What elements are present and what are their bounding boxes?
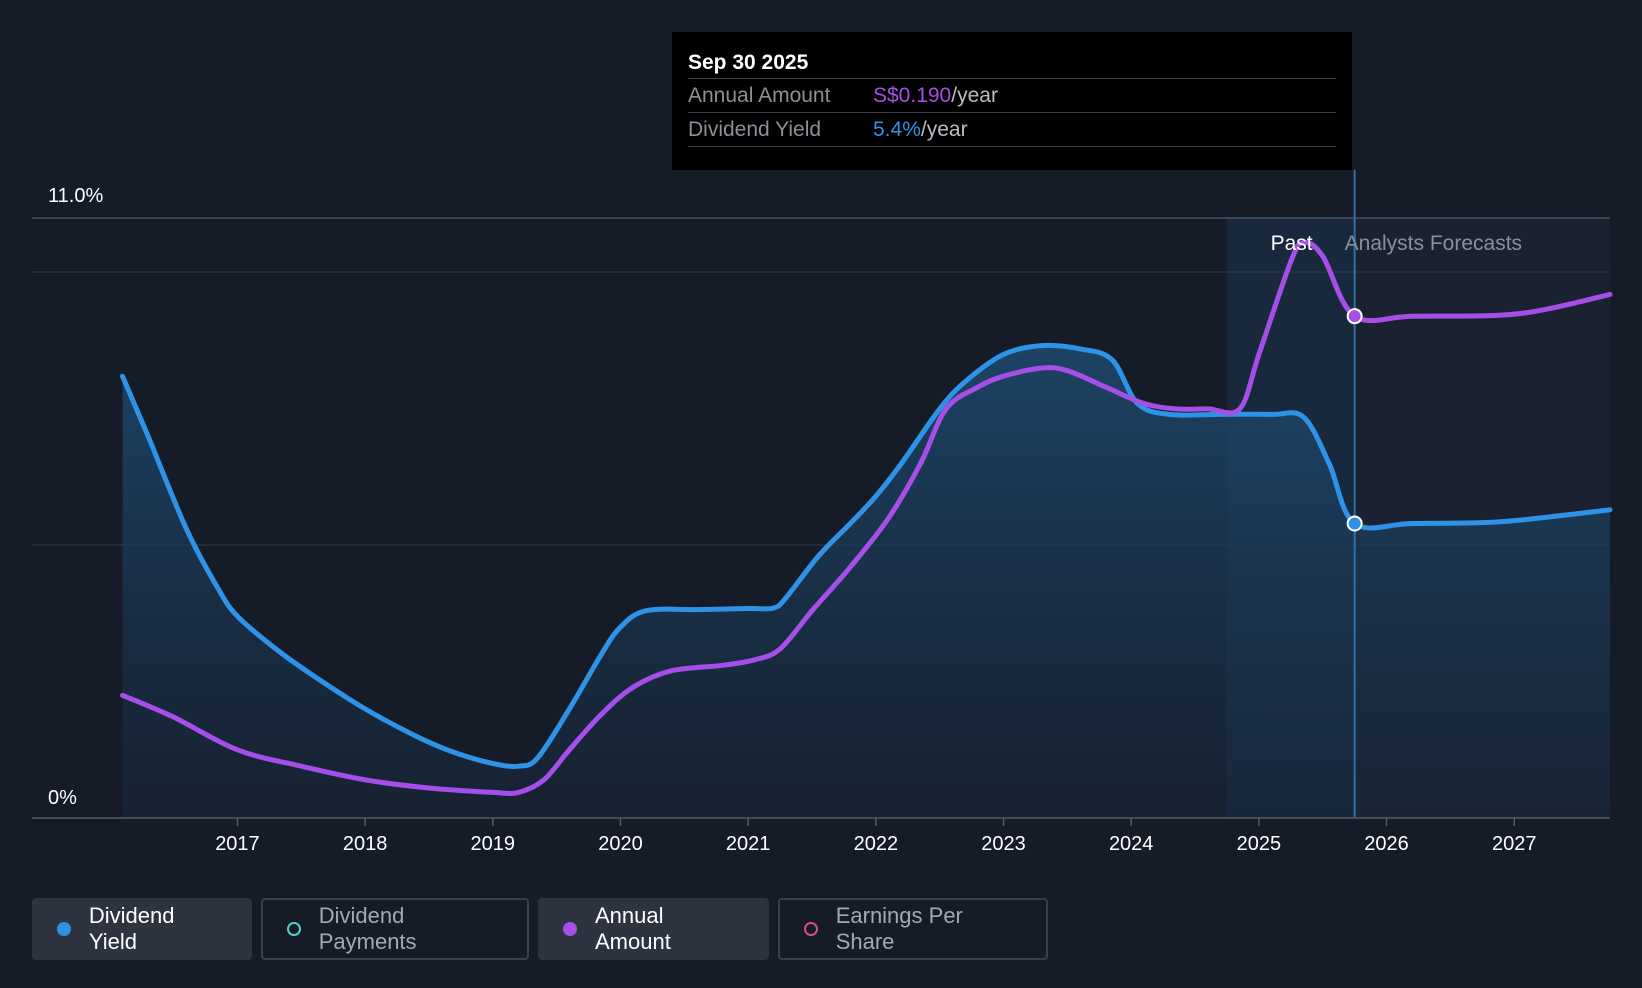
x-tick-label: 2017 [215,833,260,855]
legend-earnings-per-share[interactable]: Earnings Per Share [778,898,1048,960]
x-tick-label: 2018 [343,833,388,855]
tooltip-label: Annual Amount [688,84,831,107]
legend-label: Annual Amount [594,903,671,954]
tooltip-label: Dividend Yield [688,118,822,141]
x-tick-label: 2027 [1492,833,1537,855]
legend-annual-amount[interactable]: Annual Amount [538,898,769,960]
tooltip: Sep 30 2025 Annual Amount S$0.190/year D… [672,32,1352,170]
tooltip-unit: /year [920,118,968,141]
legend-label: Dividend Yield [88,903,175,954]
x-tick-label: 2019 [471,833,516,855]
legend-label: Dividend Payments [318,903,417,954]
x-tick-label: 2025 [1237,833,1282,855]
y-tick-label-max: 11.0% [48,185,103,207]
tooltip-value: S$0.190 [873,84,952,107]
legend-dot-icon [563,922,577,936]
y-tick-label-min: 0% [48,787,77,809]
hover-marker-0 [1346,515,1363,532]
hover-markers [1346,308,1363,532]
legend-ring-icon [287,922,301,936]
series-line-1 [120,239,1613,797]
x-tick-label: 2023 [981,833,1026,855]
series-area-0 [122,345,1610,818]
hover-marker-1 [1346,308,1363,325]
legend-dividend-yield[interactable]: Dividend Yield [32,898,252,960]
x-tick-label: 2022 [854,833,899,855]
tooltip-date: Sep 30 2025 [688,51,809,74]
tooltip-value: 5.4% [873,118,921,141]
area-layer [122,345,1610,818]
past-label: Past [1271,232,1313,255]
x-tick-label: 2020 [598,833,643,855]
line-layer [120,239,1613,797]
legend-ring-icon [804,922,818,936]
x-axis: 2017 2018 2019 2020 2021 2022 2023 2024 2025 2026… [215,818,1536,855]
tooltip-row-dividend-yield: Dividend Yield 5.4%/year [688,112,1336,147]
series-line-0 [120,342,1613,769]
legend-dot-icon [57,922,71,936]
x-tick-label: 2021 [726,833,771,855]
legend-label: Earnings Per Share [835,903,963,954]
legend: Dividend Yield Dividend Payments Annual … [32,898,1048,960]
tooltip-unit: /year [951,84,998,107]
x-tick-label: 2024 [1109,833,1154,855]
tooltip-row-annual-amount: Annual Amount S$0.190/year [688,78,1336,112]
forecast-label: Analysts Forecasts [1345,232,1522,255]
x-tick-label: 2026 [1364,833,1409,855]
legend-dividend-payments[interactable]: Dividend Payments [261,898,529,960]
